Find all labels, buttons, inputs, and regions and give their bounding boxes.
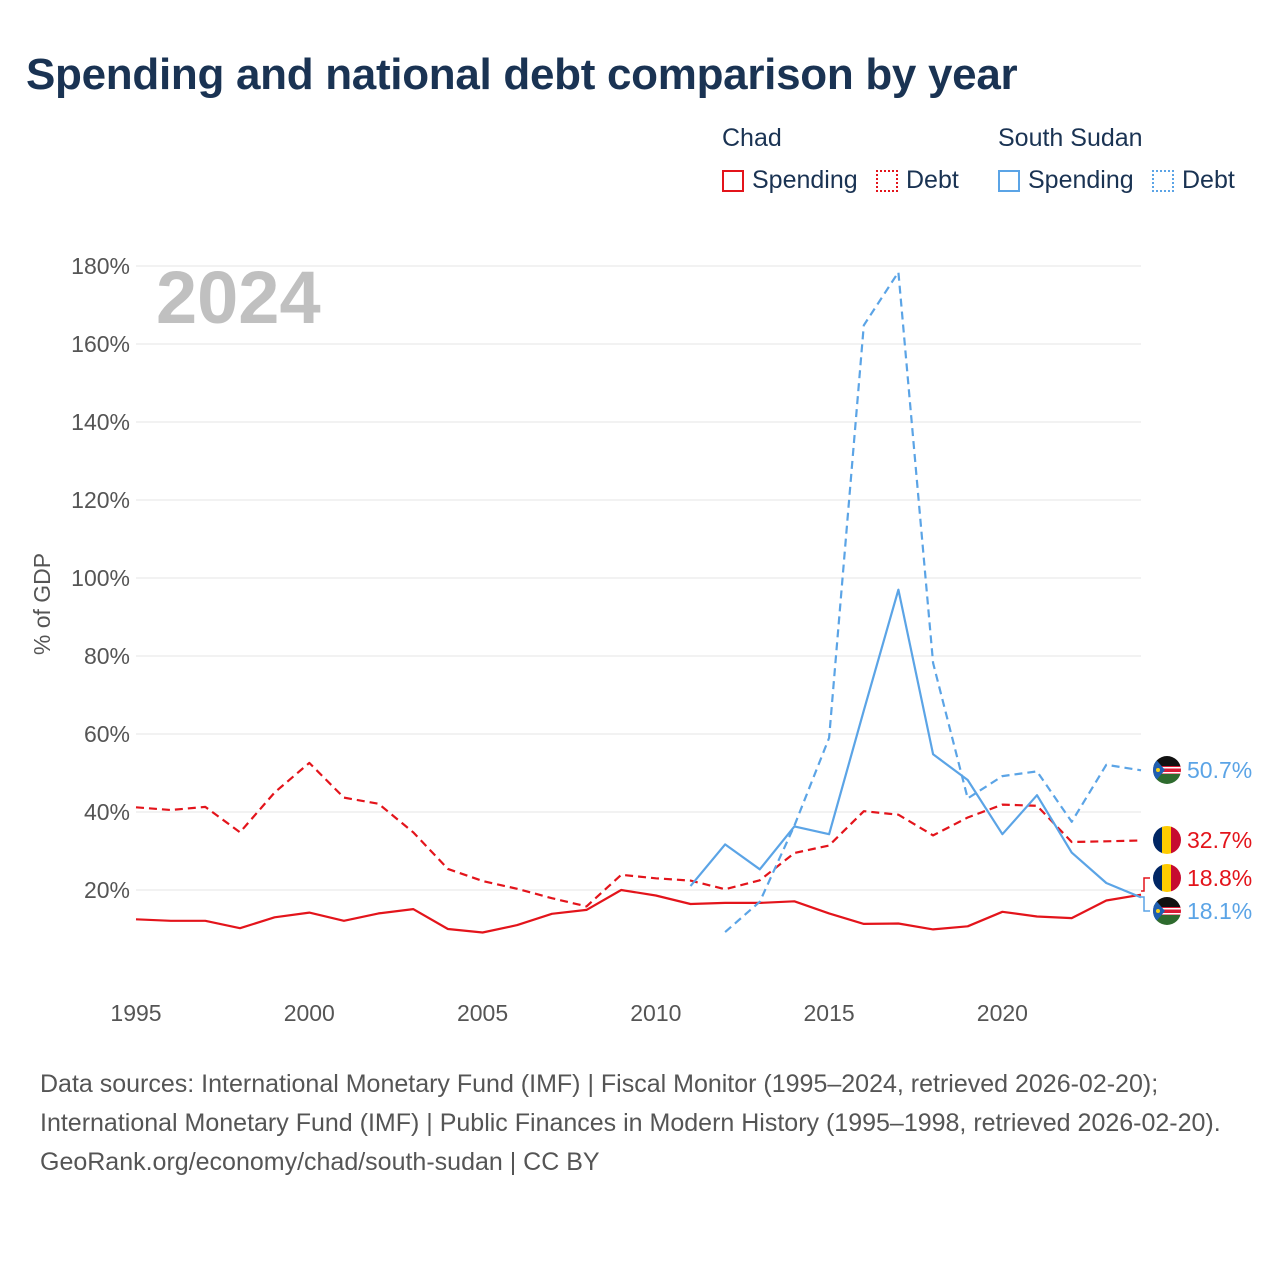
legend-group-name-chad: Chad [722, 124, 782, 152]
legend-swatch-solid-icon [998, 169, 1020, 192]
year-watermark: 2024 [156, 256, 321, 339]
legend-label: Spending [1028, 166, 1134, 194]
y-tick-label: 60% [84, 721, 130, 747]
legend-label: Spending [752, 166, 858, 194]
legend-swatch-solid-icon [722, 169, 744, 192]
y-tick-label: 120% [71, 487, 130, 513]
y-tick-label: 180% [71, 253, 130, 279]
data-sources-note: Data sources: International Monetary Fun… [40, 1070, 1221, 1137]
y-tick-label: 160% [71, 331, 130, 357]
legend-swatch-dotted-icon [876, 169, 898, 192]
chad-spending-end-label: 18.8% [1187, 865, 1252, 891]
legend-south-sudan-spending[interactable]: Spending [998, 166, 1134, 195]
x-tick-label: 2005 [457, 1000, 508, 1026]
south-sudan-spending-connector [1141, 896, 1150, 912]
chart-title: Spending and national debt comparison by… [26, 50, 1018, 99]
y-tick-label: 20% [84, 877, 130, 903]
legend-label: Debt [906, 166, 959, 194]
chad-flag-icon [1153, 864, 1181, 892]
legend-south-sudan-debt[interactable]: Debt [1152, 166, 1235, 195]
chad-spending-line [135, 888, 1142, 934]
y-axis-label: % of GDP [29, 553, 55, 655]
chad-spending-connector [1141, 877, 1150, 892]
x-tick-label: 2010 [630, 1000, 681, 1026]
x-tick-label: 2015 [804, 1000, 855, 1026]
legend-chad-spending[interactable]: Spending [722, 166, 858, 195]
chad-flag-icon [1153, 826, 1181, 854]
x-tick-label: 2020 [977, 1000, 1028, 1026]
grid-lines [136, 265, 1141, 891]
y-tick-label: 100% [71, 565, 130, 591]
legend-swatch-dotted-icon [1152, 169, 1174, 192]
chad-debt-line [135, 761, 1142, 908]
legend-label: Debt [1182, 166, 1235, 194]
legend-group-name-south-sudan: South Sudan [998, 124, 1143, 152]
y-tick-label: 140% [71, 409, 130, 435]
south-sudan-spending-line [689, 588, 1142, 899]
x-tick-label: 1995 [110, 1000, 161, 1026]
south-sudan-spending-end-label: 18.1% [1187, 898, 1252, 924]
y-tick-label: 40% [84, 799, 130, 825]
source-credit[interactable]: GeoRank.org/economy/chad/south-sudan | C… [40, 1148, 600, 1176]
y-tick-label: 80% [84, 643, 130, 669]
x-tick-label: 2000 [284, 1000, 335, 1026]
south-sudan-debt-end-label: 50.7% [1187, 757, 1252, 783]
end-label-connectors [1141, 877, 1150, 912]
y-axis-ticks: 20% 40% 60% 80% 100% 120% 140% 160% 180% [71, 253, 130, 903]
chad-debt-end-label: 32.7% [1187, 827, 1252, 853]
series-lines [135, 271, 1142, 934]
legend-chad-debt[interactable]: Debt [876, 166, 959, 195]
south-sudan-debt-line [724, 271, 1142, 933]
x-axis-ticks: 1995 2000 2005 2010 2015 2020 [110, 1000, 1028, 1026]
south-sudan-flag-icon [1153, 897, 1181, 925]
line-chart: 2024 20% 40% 60% 80% 100% 120% 140% 160% 180% 19… [29, 253, 1252, 1026]
south-sudan-flag-icon [1153, 756, 1181, 784]
